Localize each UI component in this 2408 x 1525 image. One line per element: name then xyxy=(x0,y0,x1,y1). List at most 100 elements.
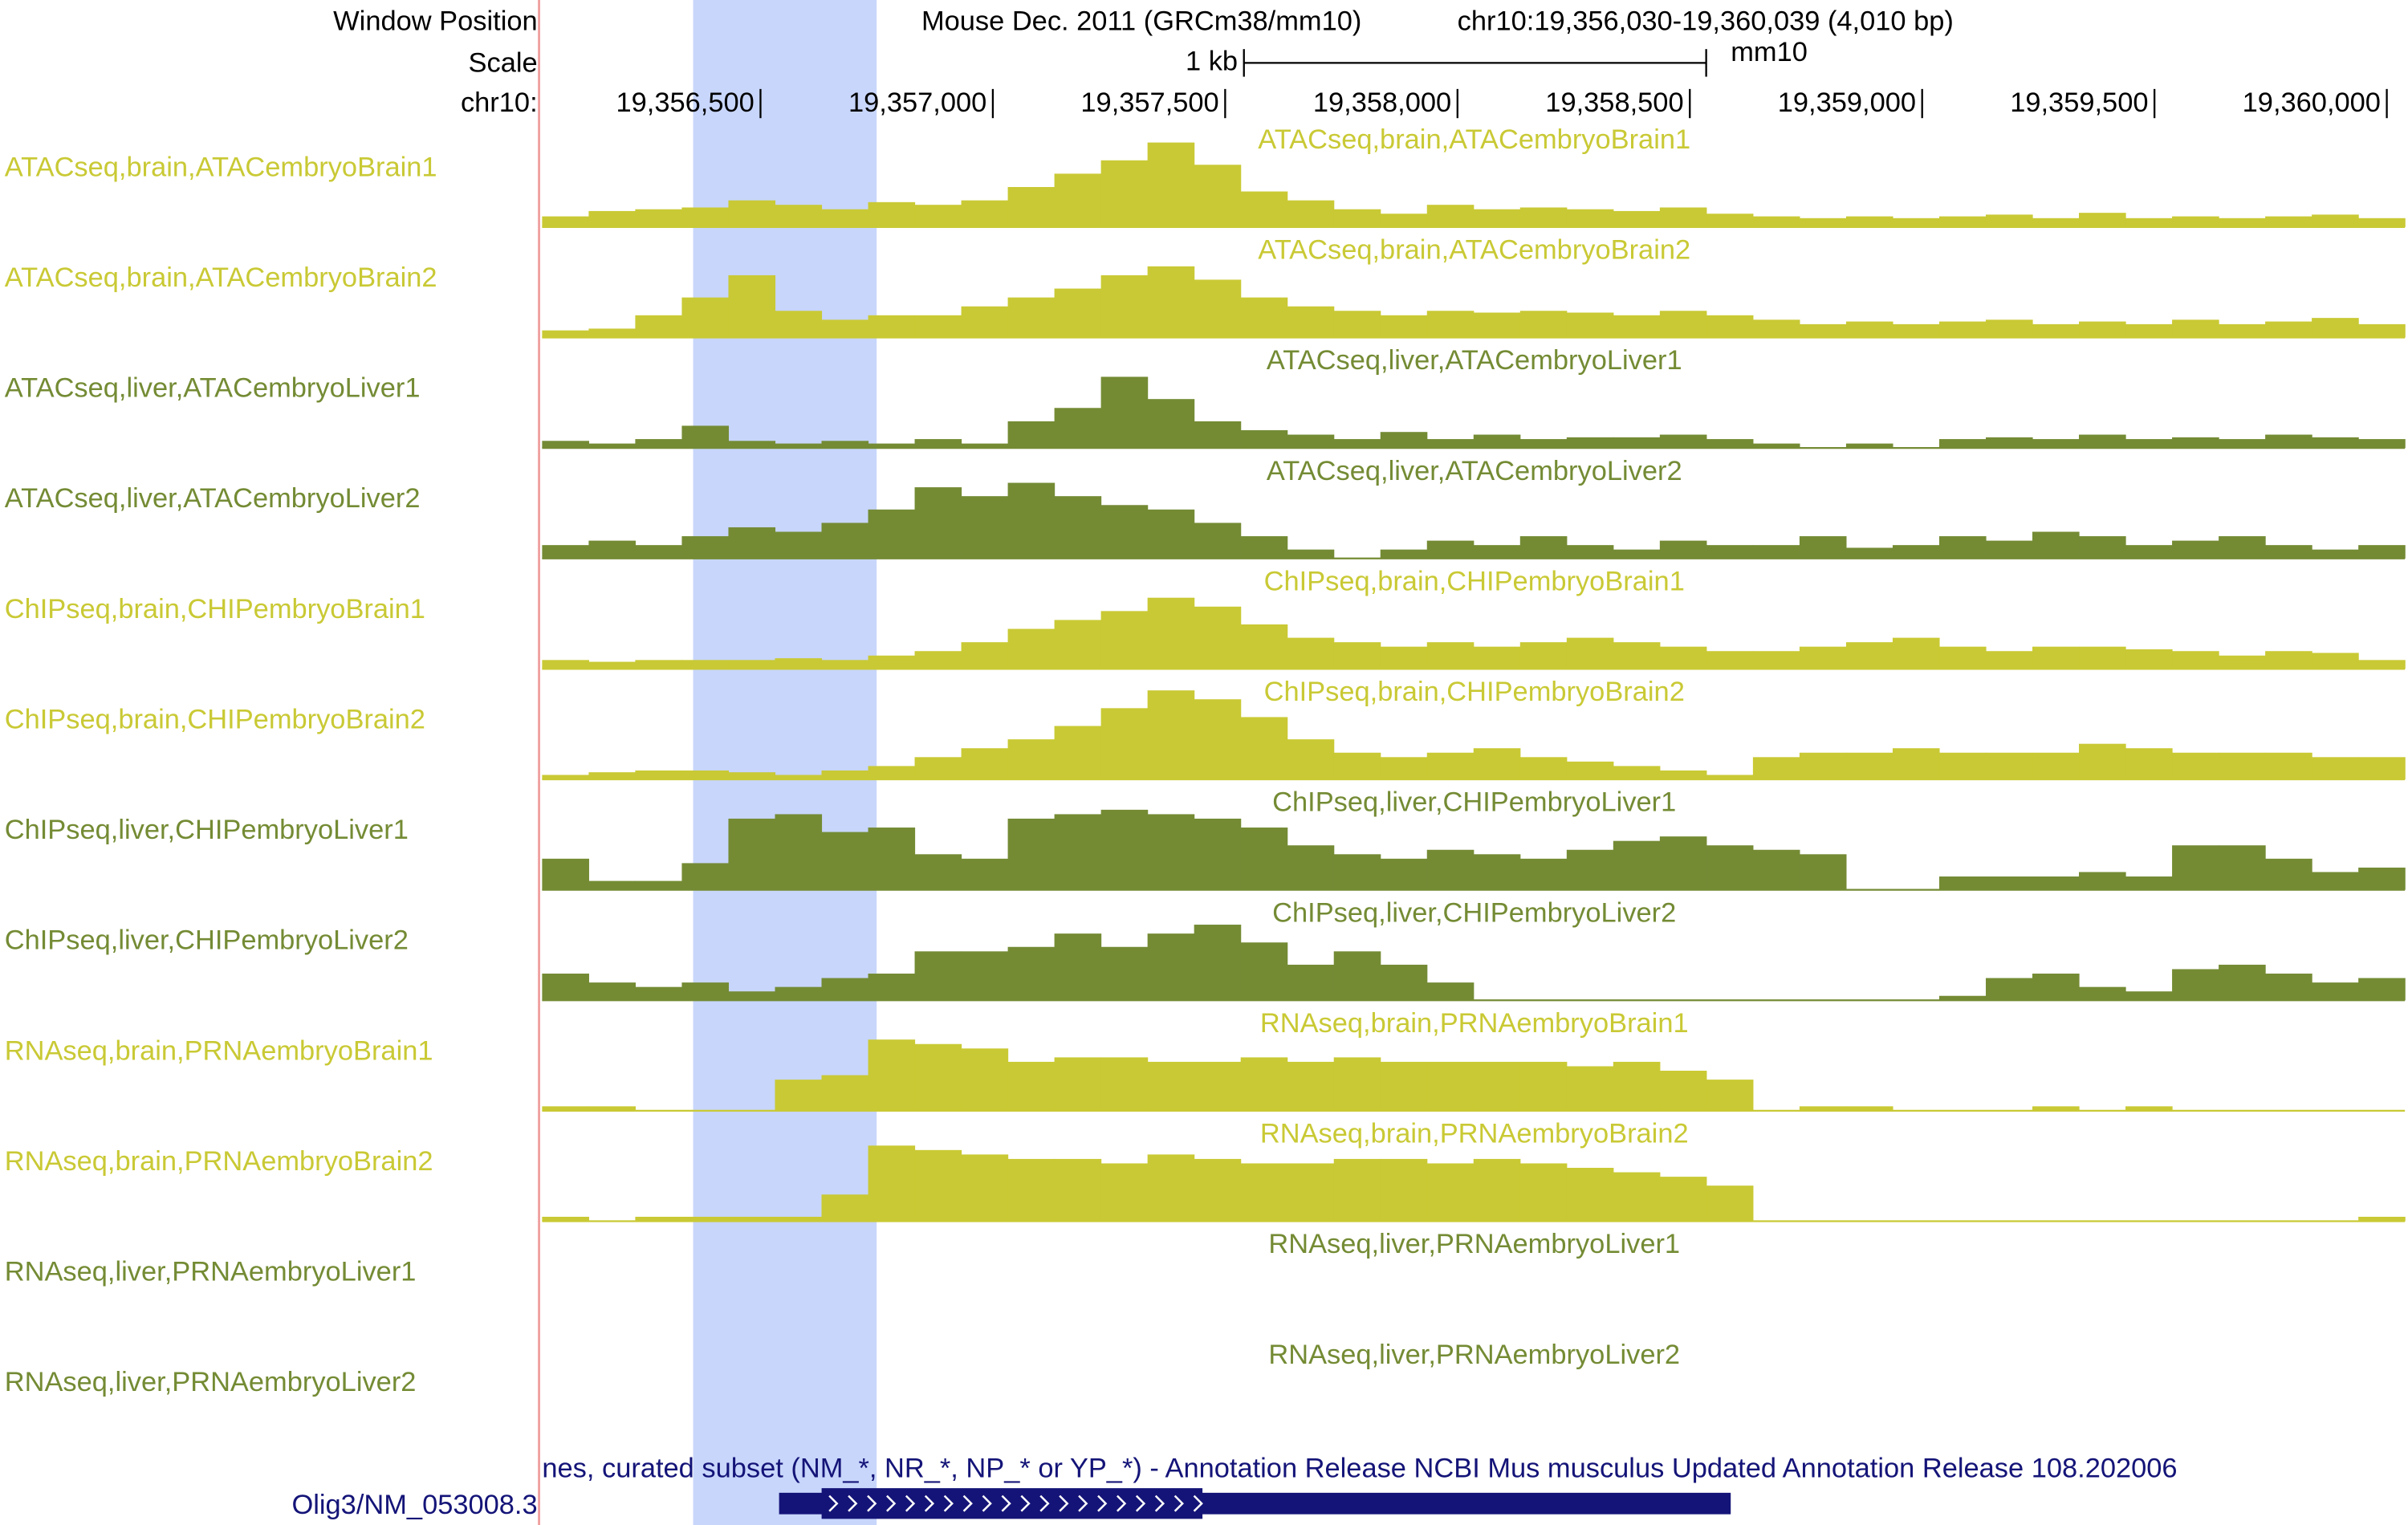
signal-bar xyxy=(961,1154,1009,1222)
signal-bar xyxy=(1287,845,1335,890)
signal-bar xyxy=(1194,699,1242,780)
track-label: RNAseq,liver,PRNAembryoLiver1 xyxy=(5,1257,417,1287)
ruler-tick-label: 19,359,500 xyxy=(2010,87,2148,118)
signal-bar xyxy=(1194,165,1242,227)
signal-bar xyxy=(961,748,1009,780)
signal-bar xyxy=(868,828,916,890)
signal-bar xyxy=(775,814,823,890)
signal-bar xyxy=(2125,439,2173,449)
signal-bar xyxy=(1845,443,1893,449)
signal-bar xyxy=(542,330,589,338)
signal-bar xyxy=(1519,207,1568,227)
signal-bar xyxy=(2079,213,2126,227)
signal-bar xyxy=(2032,323,2080,338)
signal-bar xyxy=(2219,655,2266,669)
signal-bar xyxy=(2032,531,2080,559)
signal-bar xyxy=(1240,191,1288,227)
signal-bar xyxy=(1659,1177,1707,1222)
signal-bar xyxy=(2312,214,2359,227)
signal-bar xyxy=(728,274,776,338)
track-title: ATACseq,liver,ATACembryoLiver2 xyxy=(1267,456,1682,486)
signal-bar xyxy=(635,439,683,449)
signal-bar xyxy=(2265,752,2312,780)
signal-bar xyxy=(1147,1154,1195,1222)
signal-bar xyxy=(2079,536,2126,559)
signal-bar xyxy=(1426,982,1474,1001)
signal-bar xyxy=(1147,597,1195,669)
signal-bar xyxy=(2358,1216,2406,1222)
signal-bar xyxy=(1426,205,1474,227)
signal-bar xyxy=(1566,545,1614,559)
signal-bar xyxy=(542,441,589,449)
signal-bar xyxy=(542,775,589,780)
window-label: Window Position xyxy=(333,6,537,37)
signal-bar xyxy=(1426,1163,1474,1222)
signal-bar xyxy=(1566,761,1614,780)
track-title: ChIPseq,liver,CHIPembryoLiver1 xyxy=(1272,787,1676,818)
signal-bar xyxy=(2312,872,2359,890)
signal-bar xyxy=(961,200,1009,227)
signal-bar xyxy=(1147,399,1195,449)
signal-bar xyxy=(1287,964,1335,1001)
signal-bar xyxy=(681,982,730,1001)
signal-bar xyxy=(1380,315,1428,338)
track-title: RNAseq,brain,PRNAembryoBrain1 xyxy=(1260,1008,1689,1039)
signal-bar xyxy=(1659,1071,1707,1111)
track-title: ChIPseq,brain,CHIPembryoBrain1 xyxy=(1264,566,1685,596)
signal-bar xyxy=(1845,642,1893,669)
signal-bar xyxy=(542,216,589,227)
ruler-tick-label: 19,359,000 xyxy=(1778,87,1916,118)
signal-bar xyxy=(868,509,916,559)
signal-bar xyxy=(914,1043,962,1111)
signal-bar xyxy=(1054,620,1102,669)
signal-bar xyxy=(681,207,730,227)
signal-bar xyxy=(1194,279,1242,338)
signal-bar xyxy=(821,523,869,559)
signal-bar xyxy=(1706,845,1754,890)
signal-bar xyxy=(821,209,869,227)
signal-bar xyxy=(1845,321,1893,338)
signal-bar xyxy=(2312,757,2359,780)
signal-bar xyxy=(1054,726,1102,780)
signal-bar xyxy=(588,880,636,890)
track-label: RNAseq,liver,PRNAembryoLiver2 xyxy=(5,1367,417,1397)
signal-bar xyxy=(2172,969,2219,1001)
signal-bar xyxy=(728,991,776,1001)
signal-bar xyxy=(2032,1106,2080,1111)
signal-bar xyxy=(1938,321,1987,338)
signal-bar xyxy=(1938,536,1987,559)
signal-bar xyxy=(1426,1061,1474,1111)
signal-bar xyxy=(2032,218,2080,227)
signal-bar xyxy=(775,531,823,559)
gene-track-title: nes, curated subset (NM_*, NR_*, NP_* or… xyxy=(542,1453,2177,1483)
signal-bar xyxy=(1054,933,1102,1001)
signal-bar xyxy=(1613,642,1661,669)
signal-bar xyxy=(1473,1158,1521,1222)
signal-bar xyxy=(775,986,823,1001)
signal-bar xyxy=(1194,523,1242,559)
signal-bar xyxy=(2172,540,2219,559)
signal-bar xyxy=(775,1080,823,1111)
ruler-tick-label: 19,357,000 xyxy=(848,87,986,118)
signal-bar xyxy=(914,757,962,780)
signal-bar xyxy=(1613,437,1661,449)
scale-label: Scale xyxy=(469,47,538,78)
signal-bar xyxy=(2265,651,2312,669)
signal-bar xyxy=(2032,876,2080,890)
signal-bar xyxy=(1100,809,1149,890)
gene-exon-outline xyxy=(821,1488,1203,1519)
signal-bar xyxy=(821,1194,869,1222)
signal-bar xyxy=(1613,1061,1661,1111)
signal-bar xyxy=(1613,549,1661,559)
signal-bar xyxy=(1426,642,1474,669)
signal-bar xyxy=(2125,545,2173,559)
signal-bar xyxy=(1752,757,1800,780)
signal-bar xyxy=(1706,315,1754,338)
signal-bar xyxy=(868,1039,916,1111)
signal-bar xyxy=(1100,376,1149,449)
signal-bar xyxy=(1659,311,1707,338)
signal-bar xyxy=(1892,748,1940,780)
signal-bar xyxy=(2358,545,2406,559)
signal-bar xyxy=(1473,1061,1521,1111)
signal-bar xyxy=(635,660,683,669)
